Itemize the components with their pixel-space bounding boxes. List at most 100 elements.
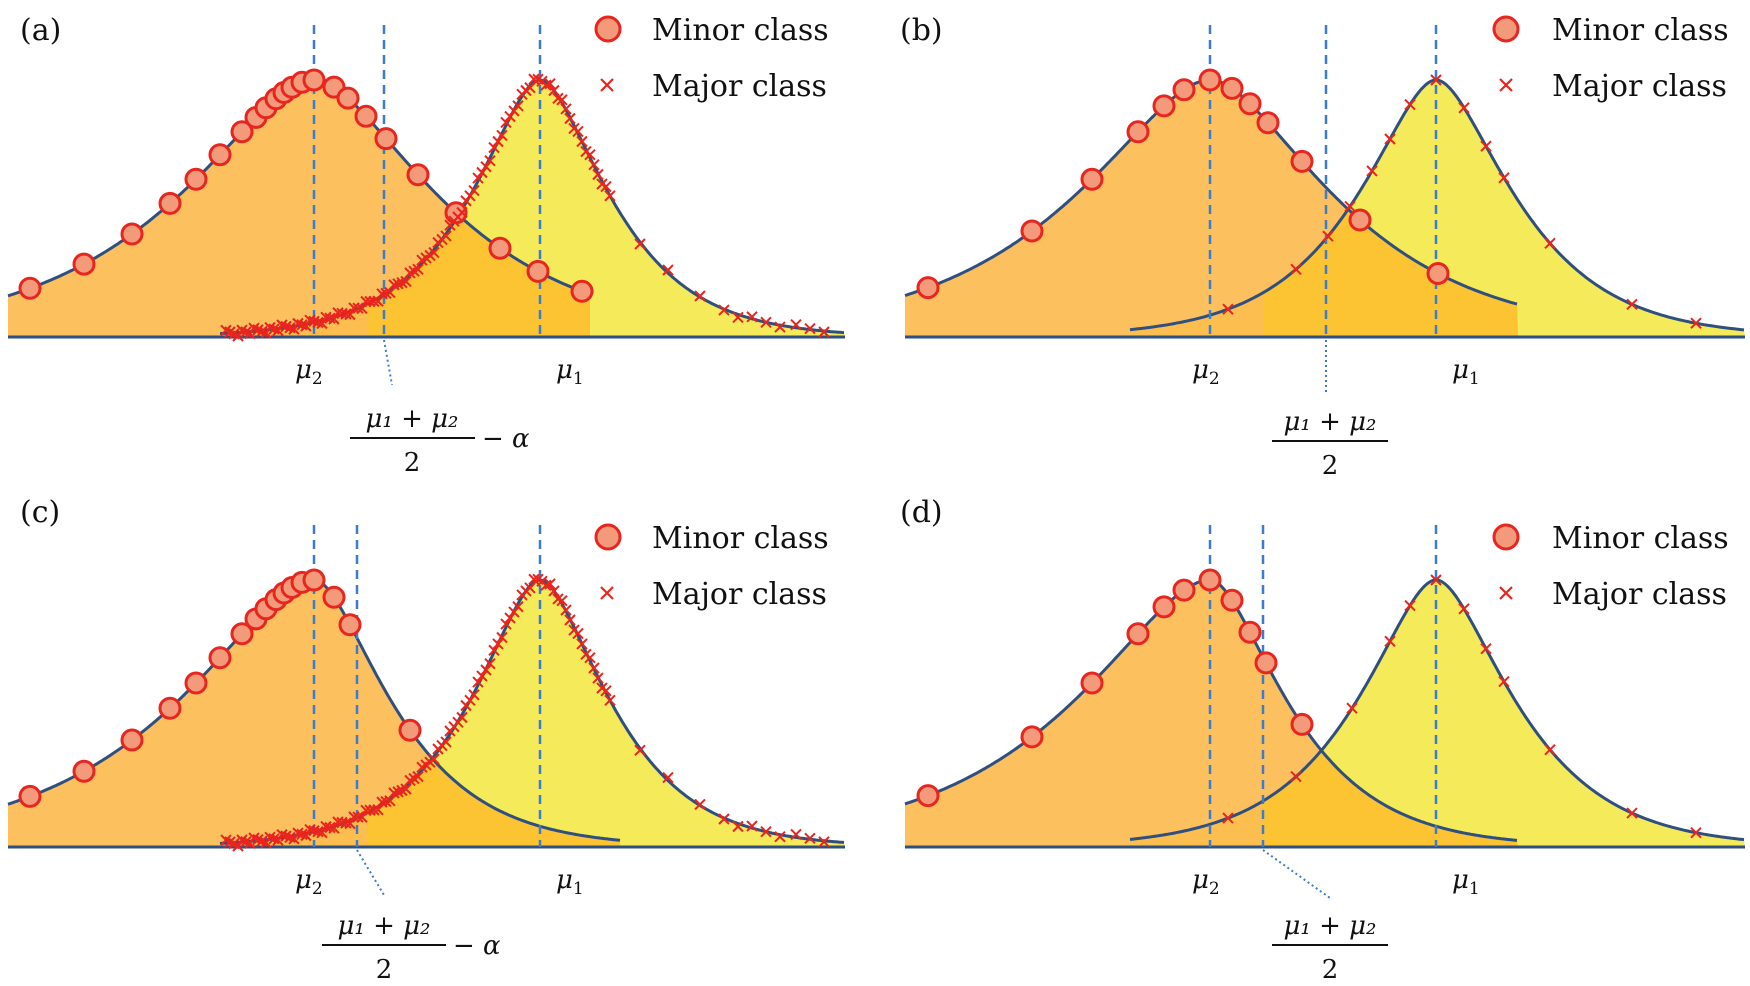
major-sample-marker: [1404, 98, 1416, 111]
panel-label: (d): [900, 495, 943, 530]
threshold-numerator: μ₁ + μ₂: [338, 911, 431, 941]
major-sample-marker: [548, 84, 560, 97]
minor-sample-marker: [1126, 120, 1150, 144]
major-sample-marker: [1544, 237, 1556, 250]
major-sample-marker: [760, 825, 772, 838]
minor-sample-marker: [1256, 111, 1280, 135]
minor-sample-marker: [322, 585, 346, 609]
minor-sample-marker: [570, 279, 594, 303]
major-sample-marker: [328, 822, 340, 834]
overlap-area: [367, 759, 620, 847]
major-sample-marker: [292, 827, 304, 839]
minor-sample-marker: [208, 143, 232, 167]
minor-sample-marker: [526, 259, 550, 283]
minor-sample-marker: [1238, 620, 1262, 644]
mu1-label: μ1: [556, 355, 584, 389]
major-sample-marker: [400, 783, 412, 795]
major-sample-marker: [564, 614, 576, 626]
major-sample-marker: [718, 813, 730, 825]
distribution-curves: [904, 25, 1745, 395]
threshold-label: μ₁ + μ₂ 2 − α: [322, 911, 501, 985]
major-sample-marker: [634, 238, 646, 250]
major-sample-marker: [694, 798, 706, 811]
minor-sample-marker: [1080, 167, 1104, 191]
major-sample-marker: [556, 94, 568, 106]
threshold-label: μ₁ + μ₂ 2 − α: [350, 404, 530, 478]
major-sample-marker: [468, 689, 480, 701]
major-sample-marker: [1366, 165, 1378, 177]
legend: Minor class Major class: [594, 521, 829, 612]
major-sample-marker: [328, 313, 340, 325]
major-sample-marker: [662, 771, 674, 784]
major-sample-marker: [412, 263, 424, 276]
minor-sample-marker: [18, 784, 42, 808]
major-sample-marker: [1346, 702, 1358, 714]
major-sample-marker: [588, 158, 600, 171]
major-sample-marker: [324, 312, 336, 324]
major-sample-marker: [340, 817, 352, 829]
mu1-label: μ1: [1452, 355, 1480, 389]
major-sample-marker: [308, 315, 320, 328]
major-sample-marker: [1690, 826, 1702, 839]
legend-minor-marker: [1492, 15, 1520, 43]
major-sample-marker: [1690, 317, 1702, 329]
major-sample-marker: [304, 314, 316, 326]
major-sample-marker: [818, 326, 830, 338]
major-sample-marker: [1222, 303, 1234, 315]
major-sample-marker: [312, 316, 324, 329]
legend-major-label: Major class: [1552, 69, 1727, 104]
major-sample-marker: [344, 817, 356, 830]
major-sample-marker: [512, 100, 524, 112]
legend: Minor class Major class: [1492, 521, 1729, 612]
minor-sample-marker: [354, 104, 378, 128]
minor-sample-marker: [230, 120, 254, 144]
threshold-suffix: − α: [482, 424, 530, 454]
mu2-label: μ2: [1192, 355, 1220, 389]
threshold-denominator: 2: [1322, 955, 1339, 985]
major-sample-marker: [456, 711, 468, 724]
major-sample-marker: [476, 166, 488, 179]
minor-sample-marker: [1020, 725, 1044, 749]
legend-minor-marker: [1492, 523, 1520, 551]
mu1-label: μ1: [556, 865, 584, 899]
major-sample-marker: [288, 833, 300, 845]
major-sample-marker: [572, 627, 584, 640]
threshold-leader: [1262, 849, 1331, 899]
major-sample-marker: [760, 316, 772, 329]
major-sample-marker: [440, 736, 452, 748]
major-sample-marker: [804, 832, 816, 845]
major-sample-marker: [1322, 230, 1334, 242]
major-class-area: [1130, 80, 1745, 337]
major-sample-marker: [340, 308, 352, 320]
major-sample-marker: [380, 795, 392, 808]
minor-sample-marker: [406, 163, 430, 187]
major-sample-marker: [604, 190, 616, 202]
minor-sample-marker: [1426, 262, 1450, 285]
major-sample-marker: [392, 278, 404, 290]
major-sample-marker: [316, 317, 328, 330]
major-sample-marker: [400, 275, 412, 288]
major-sample-marker: [662, 264, 674, 276]
major-sample-marker: [456, 206, 468, 219]
minor-sample-marker: [72, 759, 96, 783]
major-sample-marker: [232, 330, 244, 342]
minor-sample-marker: [1152, 94, 1176, 118]
minor-sample-marker: [184, 167, 208, 191]
major-sample-marker: [600, 685, 612, 697]
major-sample-marker: [774, 321, 786, 333]
major-sample-marker: [1384, 635, 1396, 648]
major-sample-marker: [488, 141, 500, 154]
panel-b: (b) Minor class Major class μ2 μ1 μ₁ + μ…: [900, 13, 1745, 481]
major-sample-marker: [1430, 74, 1442, 86]
major-sample-marker: [584, 651, 596, 664]
minor-sample-marker: [1152, 595, 1176, 619]
major-sample-marker: [1480, 642, 1492, 655]
major-sample-marker: [304, 823, 316, 836]
minor-sample-marker: [184, 671, 208, 695]
mu2-label: μ2: [295, 865, 323, 899]
threshold-numerator: μ₁ + μ₂: [1284, 407, 1377, 437]
threshold-leader: [356, 849, 385, 896]
major-sample-marker: [504, 110, 516, 123]
panel-c: (c) Minor class Major class μ2 μ1 μ₁ + μ…: [7, 495, 845, 985]
major-sample-marker: [732, 311, 744, 324]
